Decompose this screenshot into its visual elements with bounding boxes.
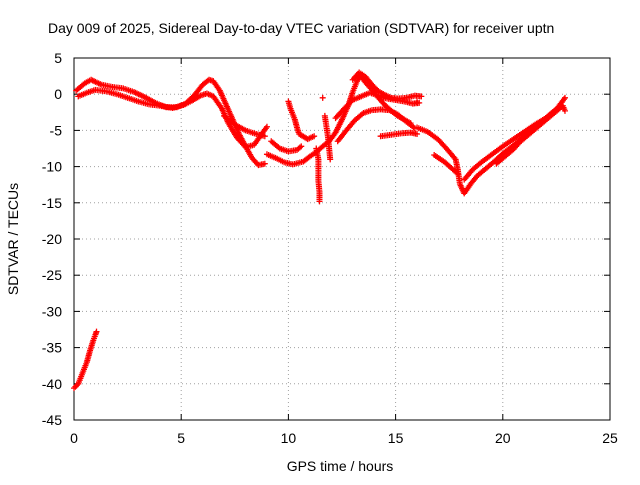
data-point <box>72 383 79 390</box>
data-point <box>316 198 323 205</box>
y-tick-label: -20 <box>42 231 62 247</box>
x-tick-label: 10 <box>281 430 297 446</box>
x-tick-label: 0 <box>70 430 78 446</box>
data-point <box>298 143 305 150</box>
grid <box>74 58 610 420</box>
series-track-e <box>268 138 305 155</box>
chart-title: Day 009 of 2025, Sidereal Day-to-day VTE… <box>48 20 554 36</box>
axis-ticks: 0 5 10 15 20 25 5 0 -5 -10 -15 -20 -25 -30 -35 -40 -45 <box>42 50 618 446</box>
x-tick-label: 25 <box>602 430 618 446</box>
x-tick-label: 5 <box>177 430 185 446</box>
series-track-h <box>321 112 334 163</box>
data-point <box>319 94 326 101</box>
series-track-g <box>313 145 323 205</box>
y-tick-label: 5 <box>54 50 62 66</box>
data-point <box>418 93 425 100</box>
data-point <box>414 131 421 138</box>
series-track-c <box>221 112 268 140</box>
data-point <box>93 328 100 335</box>
series-track-b <box>75 86 270 151</box>
data-point <box>561 107 568 114</box>
series-track-n <box>431 152 461 177</box>
y-tick-label: -40 <box>42 376 62 392</box>
data-point <box>261 160 268 167</box>
data-point <box>454 170 461 177</box>
series-track-k <box>349 69 425 102</box>
series-isolated <box>319 94 421 106</box>
data-point <box>414 99 421 106</box>
y-tick-label: -45 <box>42 412 62 428</box>
x-tick-label: 20 <box>495 430 511 446</box>
data-point <box>261 133 268 140</box>
data-point <box>263 123 270 130</box>
data-point <box>311 133 318 140</box>
y-tick-label: -25 <box>42 267 62 283</box>
y-tick-label: 0 <box>54 86 62 102</box>
y-tick-label: -35 <box>42 340 62 356</box>
data-point <box>71 385 77 392</box>
y-tick-label: -10 <box>42 159 62 175</box>
series-track-m <box>414 102 564 197</box>
data-point <box>561 94 568 101</box>
series-track-p <box>493 102 568 167</box>
y-tick-label: -15 <box>42 195 62 211</box>
y-tick-label: -30 <box>42 303 62 319</box>
y-axis-title: SDTVAR / TECUs <box>5 183 21 295</box>
series-track-l <box>377 129 421 140</box>
y-tick-label: -5 <box>50 122 63 138</box>
series-track-q <box>71 328 100 392</box>
series-track-o <box>461 94 568 183</box>
data-point <box>327 156 334 163</box>
x-axis-title: GPS time / hours <box>287 458 394 474</box>
x-tick-label: 15 <box>388 430 404 446</box>
data-point <box>453 169 460 176</box>
series-track-f <box>285 98 318 143</box>
data-points <box>71 69 568 392</box>
